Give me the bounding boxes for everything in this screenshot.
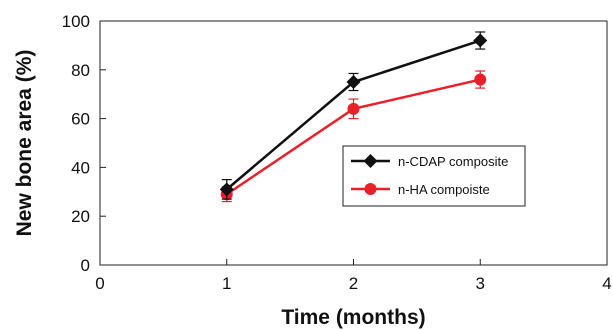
y-tick-label: 60: [71, 110, 90, 129]
x-tick-label: 0: [95, 274, 104, 293]
x-tick-label: 2: [349, 274, 358, 293]
y-tick-label: 40: [71, 158, 90, 177]
y-tick-label: 100: [62, 12, 90, 31]
y-tick-label: 20: [71, 207, 90, 226]
x-tick-label: 1: [222, 274, 231, 293]
axes: [100, 21, 607, 265]
y-tick-label: 80: [71, 61, 90, 80]
legend-marker: [365, 183, 377, 195]
x-tick-label: 4: [602, 274, 611, 293]
legend-label: n-HA compoiste: [398, 182, 490, 197]
plot-frame: [100, 21, 607, 265]
y-axis-title: New bone area (%): [13, 50, 36, 237]
legend-label: n-CDAP composite: [398, 154, 508, 169]
legend: n-CDAP composite n-HA compoiste: [343, 146, 525, 206]
data-point: [473, 34, 487, 48]
ticks: 0 20 40 60 80 100 0 1 2 3 4: [62, 12, 612, 293]
data-point: [474, 74, 486, 86]
x-axis-title: Time (months): [281, 306, 425, 329]
data-point: [348, 103, 360, 115]
x-tick-label: 3: [476, 274, 485, 293]
y-tick-label: 0: [81, 256, 90, 275]
